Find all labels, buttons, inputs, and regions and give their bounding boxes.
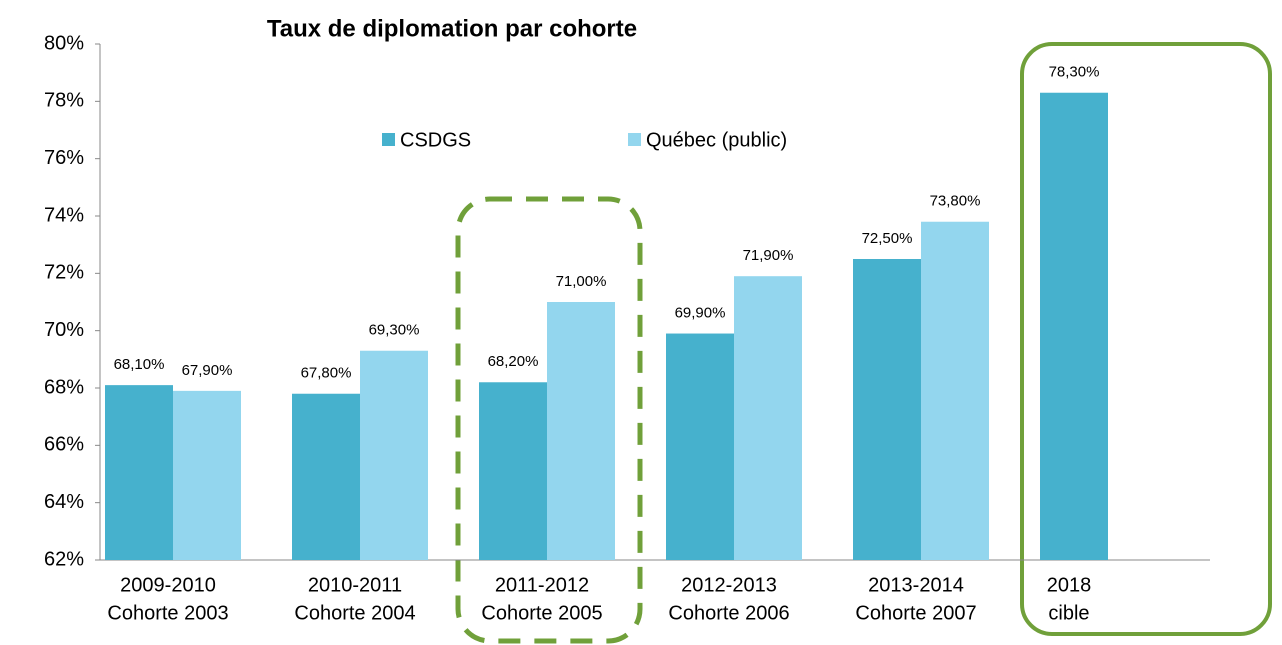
- legend-label: Québec (public): [646, 129, 787, 151]
- highlight-target: [1020, 42, 1272, 636]
- y-tick-label: 64%: [44, 491, 84, 513]
- bar: [666, 333, 734, 560]
- x-tick-label: 2013-2014: [868, 574, 964, 596]
- y-tick-label: 76%: [44, 147, 84, 169]
- x-tick-label: Cohorte 2004: [294, 602, 415, 624]
- value-label: 73,80%: [930, 193, 981, 210]
- y-tick-label: 74%: [44, 204, 84, 226]
- x-tick-label: 2011-2012: [495, 574, 589, 596]
- x-tick-label: 2012-2013: [681, 574, 777, 596]
- y-tick-label: 70%: [44, 319, 84, 341]
- bar: [853, 259, 921, 560]
- bar: [292, 393, 360, 560]
- value-label: 68,20%: [488, 353, 539, 370]
- value-label: 78,30%: [1049, 64, 1100, 81]
- value-label: 72,50%: [862, 230, 913, 247]
- y-tick-label: 66%: [44, 434, 84, 456]
- legend-swatch: [382, 133, 395, 146]
- bar: [547, 302, 615, 560]
- y-tick-label: 62%: [44, 548, 84, 570]
- x-tick-label: Cohorte 2005: [481, 602, 602, 624]
- value-label: 67,80%: [301, 365, 352, 382]
- bar: [479, 382, 547, 560]
- value-label: 69,30%: [369, 322, 420, 339]
- bar: [1040, 92, 1108, 560]
- bar: [105, 385, 173, 560]
- chart-title: Taux de diplomation par cohorte: [267, 15, 637, 42]
- y-tick-label: 72%: [44, 262, 84, 284]
- value-label: 68,10%: [114, 356, 165, 373]
- bar: [360, 350, 428, 560]
- highlight-dashed: [455, 196, 643, 644]
- value-label: 67,90%: [182, 362, 233, 379]
- value-label: 71,00%: [556, 273, 607, 290]
- bar: [173, 390, 241, 560]
- x-tick-label: Cohorte 2003: [107, 602, 228, 624]
- y-tick-label: 68%: [44, 376, 84, 398]
- x-tick-label: cible: [1048, 602, 1089, 624]
- y-tick-label: 80%: [44, 32, 84, 54]
- x-tick-label: 2010-2011: [308, 574, 402, 596]
- x-tick-label: Cohorte 2006: [668, 602, 789, 624]
- legend-label: CSDGS: [400, 129, 471, 151]
- value-label: 71,90%: [743, 247, 794, 264]
- y-tick-label: 78%: [44, 90, 84, 112]
- bar: [921, 221, 989, 560]
- value-label: 69,90%: [675, 305, 726, 322]
- x-tick-label: 2009-2010: [120, 574, 216, 596]
- legend-swatch: [628, 133, 641, 146]
- x-tick-label: Cohorte 2007: [855, 602, 976, 624]
- bar: [734, 276, 802, 560]
- x-tick-label: 2018: [1047, 574, 1092, 596]
